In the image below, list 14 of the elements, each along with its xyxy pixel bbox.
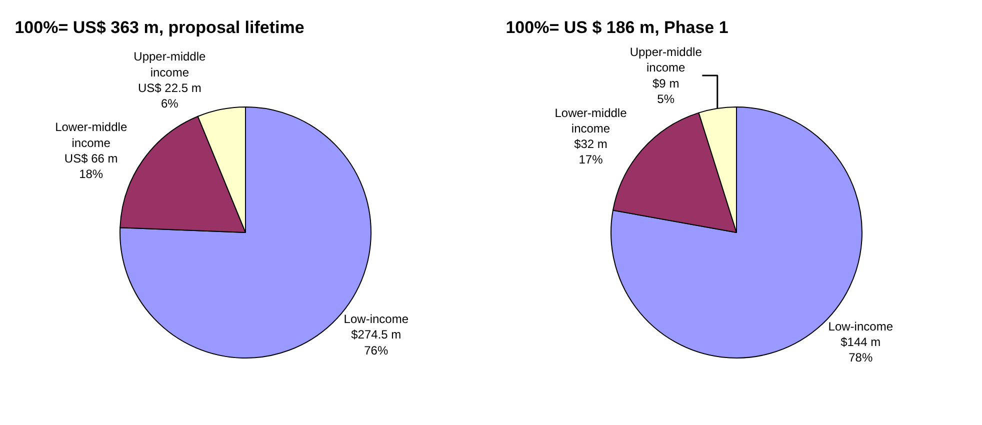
slice-label: Lower-middle income bbox=[554, 106, 628, 136]
data-label: US$ 66 m 18% bbox=[64, 151, 118, 182]
chart-title: 100%= US$ 363 m, proposal lifetime bbox=[14, 18, 304, 38]
slice-label: Upper-middle income bbox=[134, 50, 206, 80]
slice-label: Lower-middle income bbox=[55, 120, 128, 150]
slice-label: Upper-middle income bbox=[630, 45, 702, 75]
data-label: $32 m 17% bbox=[574, 137, 608, 167]
data-label: $9 m 5% bbox=[652, 76, 680, 106]
data-label: US$ 22.5 m 6% bbox=[138, 80, 202, 111]
data-label: $274.5 m 76% bbox=[351, 328, 402, 358]
slice-label: Low-income bbox=[828, 319, 894, 334]
slice-label: Low-income bbox=[344, 312, 409, 326]
chart-title: 100%= US $ 186 m, Phase 1 bbox=[506, 18, 728, 38]
data-label: $144 m 78% bbox=[840, 335, 881, 365]
